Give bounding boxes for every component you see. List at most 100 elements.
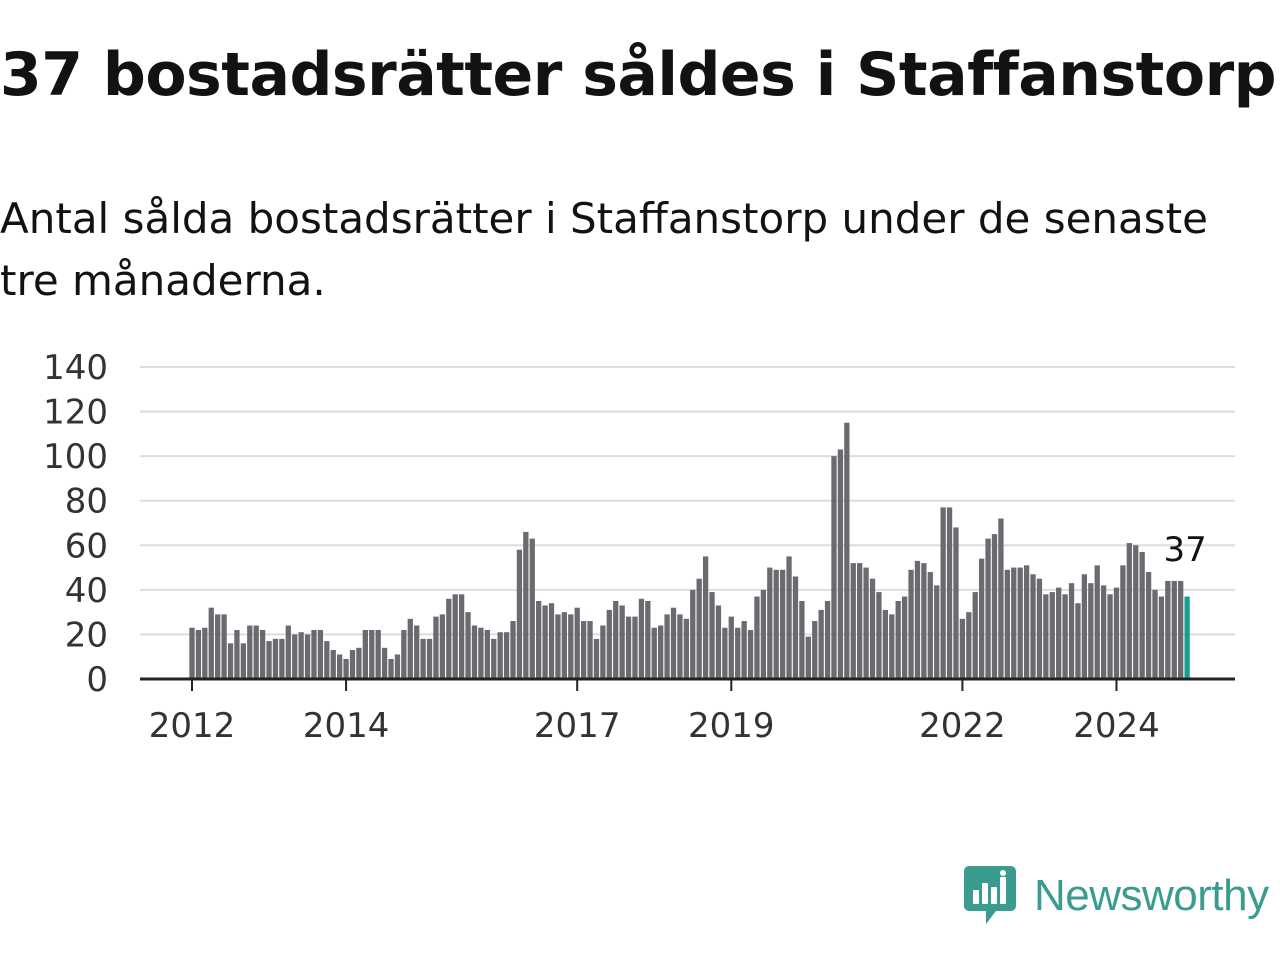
bar xyxy=(760,589,767,679)
bar xyxy=(484,629,490,679)
bar xyxy=(747,629,754,679)
bar xyxy=(722,627,728,679)
bar xyxy=(561,612,568,679)
bar xyxy=(882,609,889,679)
bar xyxy=(221,614,227,679)
bar xyxy=(1165,580,1171,679)
bar xyxy=(1139,551,1145,679)
bar xyxy=(215,614,221,679)
bar xyxy=(497,632,503,679)
bar xyxy=(259,629,266,679)
bar xyxy=(946,507,953,679)
bar xyxy=(991,534,998,679)
bar xyxy=(1081,574,1088,679)
bar xyxy=(805,636,811,679)
bar xyxy=(1049,592,1055,679)
y-tick-label: 20 xyxy=(65,615,108,655)
bar xyxy=(966,612,972,679)
bar xyxy=(529,538,535,679)
bar xyxy=(1152,589,1158,679)
bar xyxy=(1120,565,1126,679)
bar xyxy=(356,647,362,679)
y-tick-label: 60 xyxy=(65,526,108,566)
bar xyxy=(381,647,388,679)
bar xyxy=(934,585,940,679)
bar xyxy=(1088,583,1094,679)
bar xyxy=(568,614,574,679)
bar xyxy=(292,634,298,679)
bar xyxy=(587,621,593,679)
bar xyxy=(664,614,670,679)
bar xyxy=(503,632,510,679)
bar xyxy=(914,560,921,679)
bar xyxy=(337,654,343,679)
bar xyxy=(593,638,600,679)
bar xyxy=(452,594,458,679)
bar xyxy=(414,625,420,679)
x-tick-label: 2017 xyxy=(534,706,621,746)
bar xyxy=(670,607,677,679)
bar xyxy=(1107,594,1113,679)
bar xyxy=(1036,578,1043,679)
bar xyxy=(1178,580,1184,679)
chart-title: 37 bostadsrätter såldes i Staffanstorp xyxy=(0,40,1277,110)
bar xyxy=(889,614,895,679)
bar xyxy=(580,621,587,679)
bar xyxy=(523,531,529,679)
bar xyxy=(548,603,555,679)
bar xyxy=(625,616,632,679)
bar xyxy=(1043,594,1049,679)
bar xyxy=(555,614,561,679)
bar xyxy=(863,567,869,679)
bar xyxy=(844,422,850,679)
bar xyxy=(715,605,722,679)
bar xyxy=(298,632,304,679)
bar xyxy=(600,625,606,679)
bar xyxy=(446,598,452,679)
bar xyxy=(792,576,799,679)
bar xyxy=(491,638,497,679)
bar xyxy=(735,627,741,679)
x-tick-label: 2019 xyxy=(688,706,775,746)
bar xyxy=(696,578,702,679)
bar xyxy=(1030,574,1036,679)
brand-name: Newsworthy xyxy=(1034,871,1269,920)
bar xyxy=(869,578,876,679)
bar xyxy=(779,569,786,679)
bar xyxy=(401,629,407,679)
x-tick-label: 2012 xyxy=(149,706,236,746)
x-tick-label: 2022 xyxy=(919,706,1006,746)
bar xyxy=(799,601,805,679)
bar xyxy=(895,601,901,679)
bar xyxy=(850,563,856,679)
bar xyxy=(921,563,927,679)
bar xyxy=(426,638,433,679)
bar xyxy=(202,627,208,679)
bar xyxy=(728,616,734,679)
bars: 37 xyxy=(189,422,1207,679)
bar xyxy=(940,507,946,679)
bar xyxy=(632,616,638,679)
bar xyxy=(1100,585,1107,679)
highlight-value-label: 37 xyxy=(1163,530,1206,570)
bar xyxy=(324,641,330,679)
bar xyxy=(606,609,612,679)
bar xyxy=(208,607,214,679)
bar xyxy=(369,629,375,679)
bar xyxy=(702,556,709,679)
y-tick-label: 120 xyxy=(43,393,108,433)
bar xyxy=(1133,545,1139,679)
bar xyxy=(343,658,349,679)
bar xyxy=(754,596,760,679)
bar xyxy=(536,601,542,679)
bar xyxy=(304,634,311,679)
bar xyxy=(1011,567,1017,679)
bar xyxy=(189,627,195,679)
bar xyxy=(709,592,715,679)
bar xyxy=(234,629,240,679)
bar xyxy=(908,569,914,679)
gridlines xyxy=(140,366,1235,636)
bar xyxy=(953,527,959,679)
bar xyxy=(1075,603,1081,679)
bar xyxy=(658,625,664,679)
